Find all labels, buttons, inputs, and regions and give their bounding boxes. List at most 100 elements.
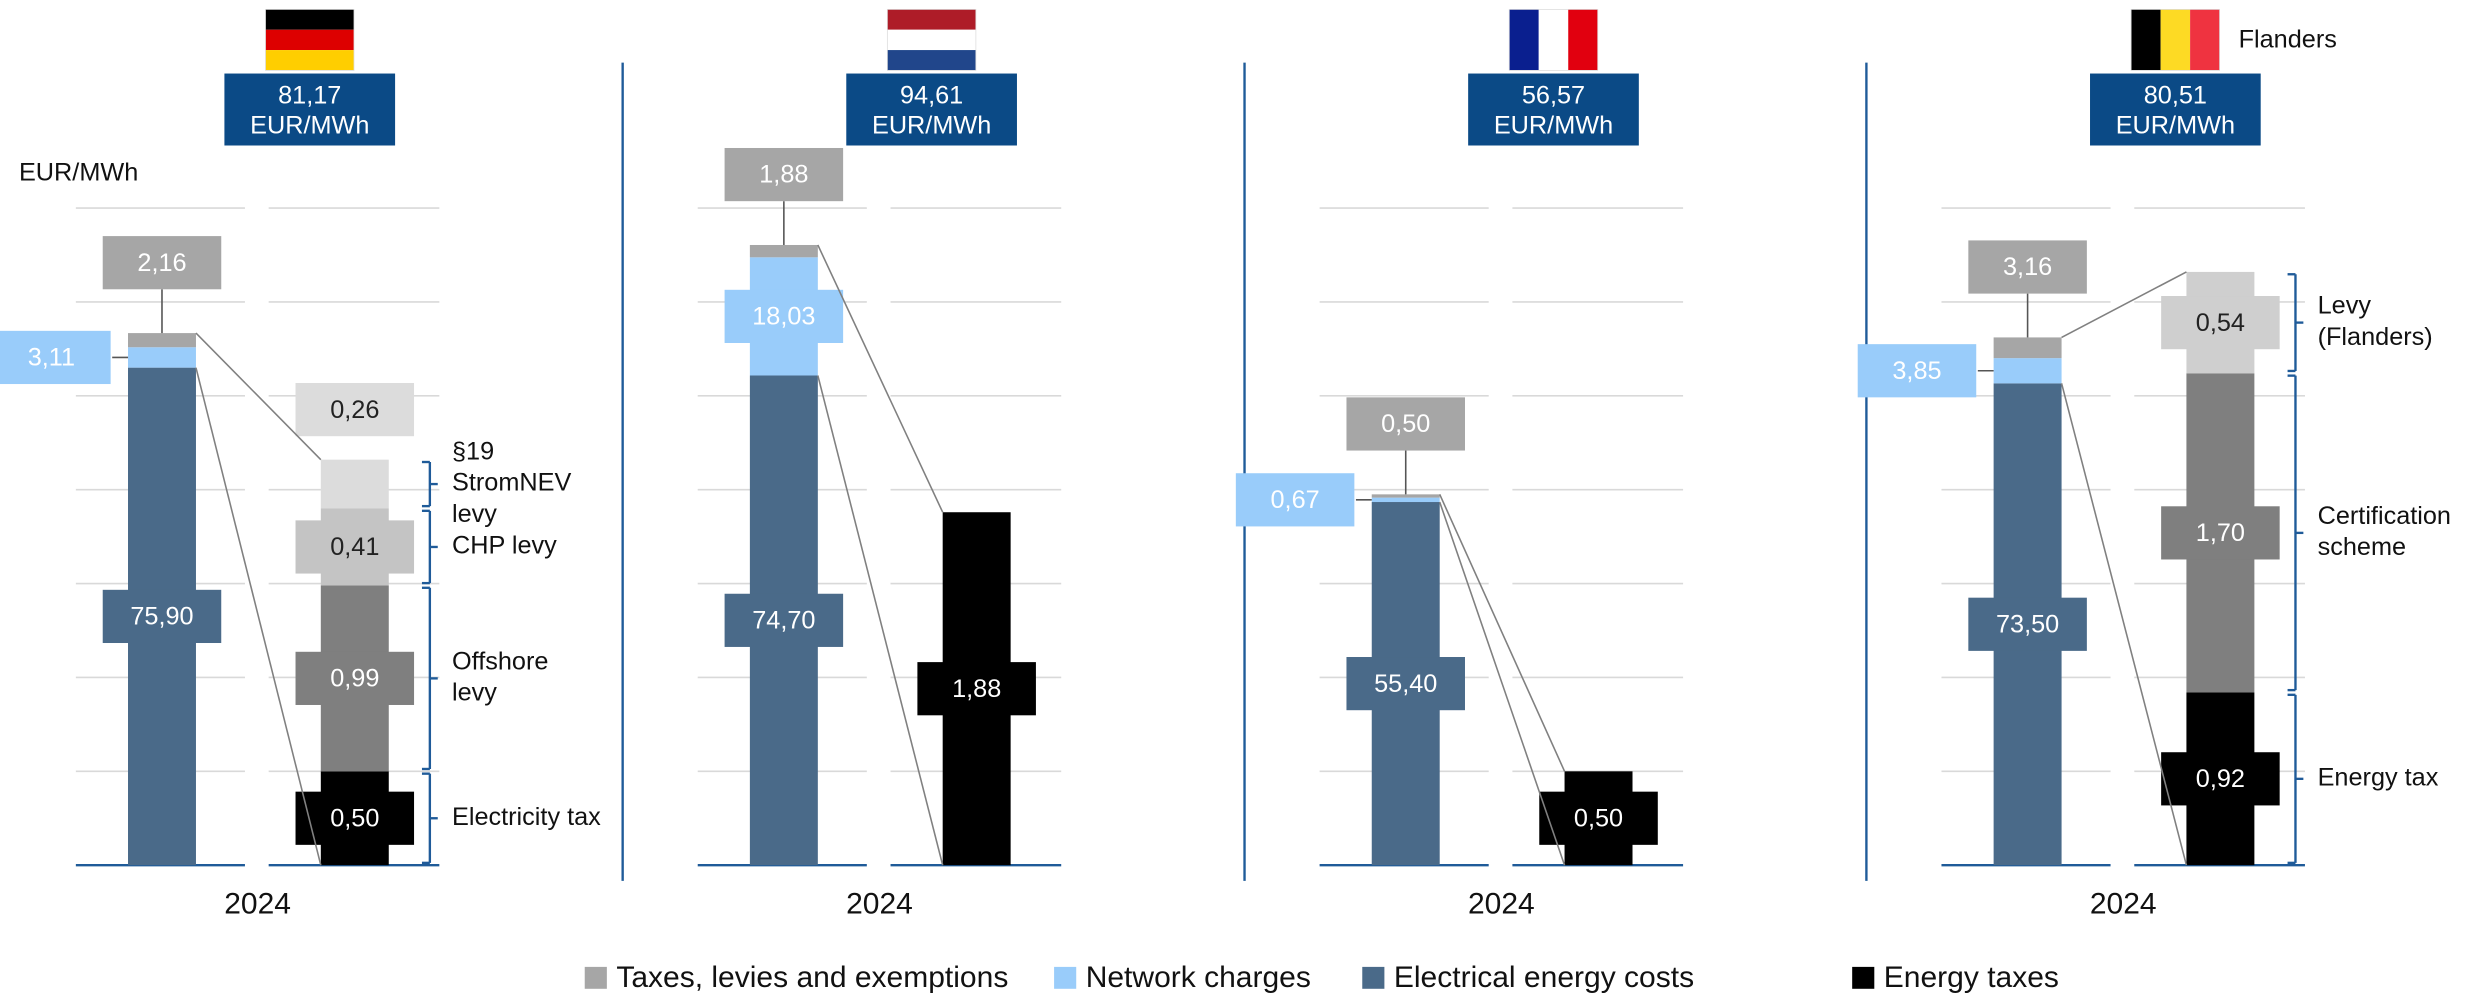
region-title: Flanders [2239,25,2337,53]
flag-stripe [265,9,354,30]
energy-label: 74,70 [752,607,815,635]
x-tick-label: 2024 [2090,888,2157,921]
total-box [1468,73,1639,146]
taxes-label-box [724,147,844,202]
flag-stripe [887,29,976,51]
bar-segment [1993,358,2062,384]
legend-swatch [1852,966,1875,989]
breakdown-label-box [2161,752,2280,806]
breakdown-label: 0,50 [1574,805,1623,833]
breakdown-name: Energy tax [2318,764,2439,792]
taxes-label: 2,16 [137,249,186,277]
network-label: 18,03 [752,303,815,331]
total-value: 94,61 [900,82,963,110]
bar-segment [749,244,818,258]
connector [1438,501,1566,866]
breakdown-name: Offshore [452,647,548,675]
taxes-label-box [1346,397,1465,451]
breakdown-label-box [917,662,1036,716]
legend-label: Taxes, levies and exemptions [616,961,1008,994]
flag-outline [2130,8,2221,71]
bar-segment [1371,494,1440,498]
bar-segment [1993,337,2062,359]
network-label-box [0,330,111,385]
breakdown-label: 0,50 [330,805,379,833]
network-label: 3,11 [28,344,75,372]
breakdown-label: 0,92 [2196,765,2245,793]
legend-label: Network charges [1086,961,1311,994]
connector [195,332,322,461]
flag-stripe [2131,9,2161,71]
network-label-box [1857,344,1977,398]
breakdown-name: scheme [2318,533,2406,561]
connector [2060,383,2188,866]
flag-outline [265,8,355,71]
legend-swatch [1054,966,1077,989]
total-box [2090,73,2261,146]
total-box [224,73,396,146]
network-label: 0,67 [1271,486,1320,514]
legend-swatch [584,966,607,989]
breakdown-name: CHP levy [452,532,557,560]
energy-label: 55,40 [1374,670,1437,698]
taxes-label-box [102,236,222,290]
breakdown-label-box [295,791,415,845]
breakdown-label: 1,70 [2196,519,2245,547]
unit-label: EUR/MWh [19,158,138,186]
taxes-label: 3,16 [2003,253,2052,281]
total-value: 81,17 [278,82,341,110]
breakdown-name: Levy [2318,292,2372,320]
legend-swatch [1362,966,1385,989]
flag-stripe [887,50,976,71]
connector [1438,494,1566,772]
flag-stripe [1568,9,1598,71]
bar-segment [128,347,196,368]
breakdown-label-box [1539,791,1658,845]
flag-stripe [2160,9,2191,71]
energy-label: 75,90 [130,603,193,631]
breakdown-segment [320,459,389,509]
breakdown-label-box [295,382,415,437]
connector [2061,271,2187,339]
x-tick-label: 2024 [846,888,913,921]
breakdown-label: 1,88 [952,675,1001,703]
flag-stripe [265,29,354,51]
total-unit: EUR/MWh [1494,111,1613,139]
breakdown-name: Certification [2318,502,2451,530]
x-tick-label: 2024 [1468,888,1535,921]
flag-stripe [1509,9,1539,71]
breakdown-name: §19 [452,437,494,465]
legend-label: Energy taxes [1884,961,2059,994]
total-unit: EUR/MWh [872,111,991,139]
breakdown-label: 0,54 [2196,309,2245,337]
flag-outline [886,8,977,71]
breakdown-label-box [295,651,415,705]
flag-outline [1508,8,1599,71]
breakdown-name: levy [452,679,497,707]
total-value: 80,51 [2144,82,2207,110]
flag-stripe [265,50,354,71]
energy-label-box [102,589,222,644]
connector [195,367,322,866]
breakdown-name: levy [452,500,497,528]
flag-stripe [1538,9,1569,71]
taxes-label: 1,88 [759,161,808,189]
breakdown-label-box [2161,296,2280,350]
network-label: 3,85 [1892,357,1941,385]
breakdown-label: 0,99 [330,665,379,693]
breakdown-name: (Flanders) [2318,323,2433,351]
energy-label-box [724,593,844,647]
energy-label-box [1968,597,2087,651]
energy-label: 73,50 [1996,611,2059,639]
network-label-box [1235,473,1355,527]
breakdown-label: 0,26 [330,396,379,424]
breakdown-name: StromNEV [452,469,572,497]
flag-stripe [2190,9,2220,71]
breakdown-label: 0,41 [330,533,379,561]
legend-label: Electrical energy costs [1394,961,1694,994]
x-tick-label: 2024 [224,888,291,921]
connector [817,375,944,866]
total-unit: EUR/MWh [2116,111,2235,139]
taxes-label-box [1968,240,2087,294]
